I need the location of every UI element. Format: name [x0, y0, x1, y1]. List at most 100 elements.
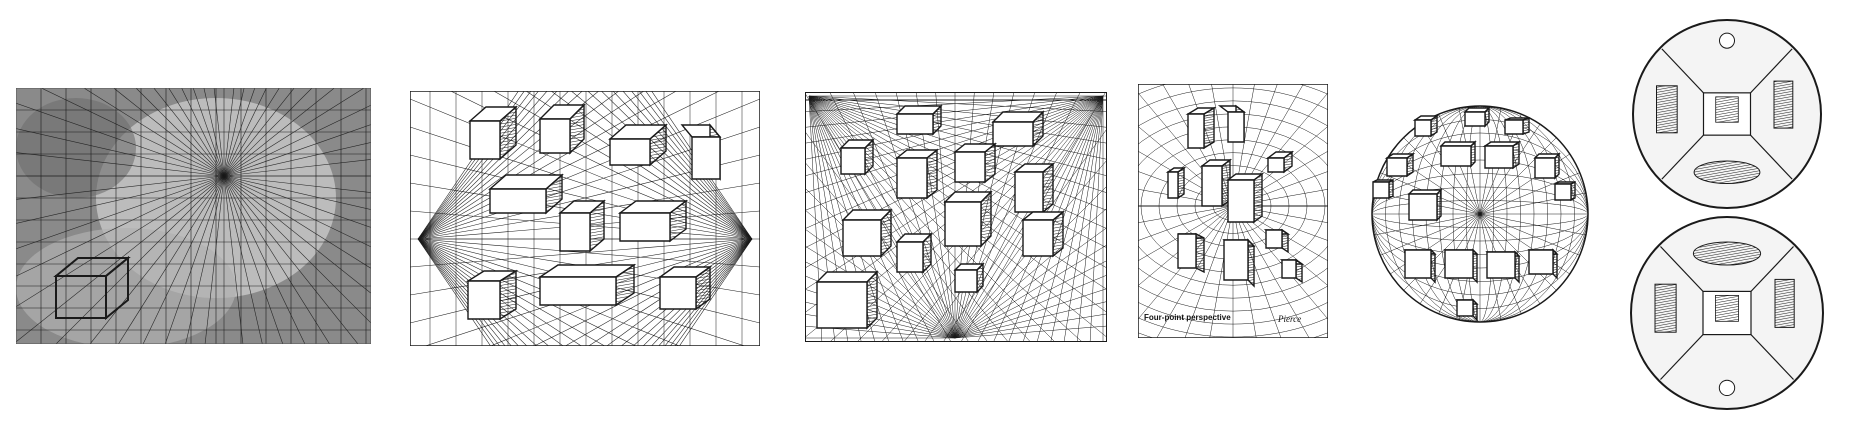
perspective-ray [954, 244, 1107, 339]
perspective-ray [808, 95, 904, 342]
perspective-ray [1232, 171, 1328, 207]
sphere-box-3-side [1522, 117, 1530, 135]
fisheye-room-top-corner-edge [1661, 48, 1704, 94]
panel-four-point-boxes: Four-point perspective Pierce [1138, 84, 1328, 338]
perspective-ray [1209, 205, 1234, 338]
radial-line [1479, 137, 1557, 215]
perspective-ray [881, 95, 1104, 342]
four-point-box-7-side [1195, 232, 1205, 274]
vp-left-ray [417, 91, 532, 240]
sphere-grid [1372, 106, 1588, 322]
sphere-box-3-front [1504, 119, 1524, 135]
perspective-ray [223, 175, 359, 344]
perspective-ray [223, 88, 245, 177]
perspective-ray [1184, 205, 1234, 338]
perspective-ray [805, 245, 956, 339]
sphere-box-13-front [1486, 251, 1516, 279]
three-point-box-8-side [980, 190, 992, 248]
perspective-ray [135, 88, 225, 177]
vp-right-ray [669, 238, 753, 346]
perspective-ray [164, 175, 225, 344]
perspective-ray [16, 175, 225, 343]
four-point-box-8-front [1223, 239, 1249, 281]
perspective-ray [954, 313, 1107, 339]
perspective-ray [16, 175, 225, 250]
perspective-ray [223, 175, 371, 228]
four-point-box-7-front [1177, 233, 1197, 269]
sphere-box-4-side [1406, 152, 1414, 178]
sphere-box-12-front [1444, 249, 1474, 279]
vp-left-ray [417, 238, 606, 346]
perspective-ray [1232, 205, 1282, 338]
fisheye-room-bottom-corner-edge [1750, 334, 1794, 380]
perspective-ray [954, 325, 1107, 339]
perspective-ray [805, 209, 956, 339]
floating-box-6-front [559, 212, 591, 252]
radial-line [1403, 137, 1481, 215]
radial-line [1479, 172, 1580, 215]
perspective-ray [954, 274, 1107, 339]
perspective-ray [1138, 205, 1234, 241]
four-point-box-2-front [1227, 111, 1245, 143]
perspective-ray [852, 92, 956, 339]
perspective-ray [808, 95, 1107, 229]
perspective-ray [805, 95, 1104, 144]
radial-line [1479, 213, 1580, 256]
perspective-ray [960, 95, 1104, 342]
perspective-ray [1232, 205, 1328, 320]
vp-right-ray [410, 238, 753, 268]
perspective-ray [805, 313, 956, 339]
sphere-box-6-front [1484, 145, 1514, 169]
perspective-ray [16, 175, 225, 224]
perspective-ray [954, 288, 1107, 339]
perspective-ray [223, 175, 371, 248]
vp-left-ray [417, 91, 600, 240]
three-point-grid [805, 92, 1107, 342]
perspective-ray [805, 187, 956, 339]
sphere-box-10-front [1554, 183, 1572, 201]
sphere-box-9-front [1408, 193, 1438, 221]
perspective-ray [1076, 95, 1104, 342]
radial-line [1419, 124, 1481, 215]
four-point-box-10-front [1281, 259, 1297, 279]
sphere-box-1-side [1430, 114, 1438, 138]
floating-box-4-front [691, 136, 721, 180]
vp-left-ray [417, 91, 677, 240]
sphere-box-1-front [1414, 119, 1432, 137]
perspective-ray [223, 175, 284, 344]
perspective-ray [16, 175, 225, 200]
floating-box-9-front [539, 276, 617, 306]
fisheye-room-top-corner-edge [1750, 48, 1793, 94]
perspective-ray [805, 95, 1104, 160]
vp-right-ray [679, 238, 753, 346]
sphere-box-6-side [1512, 140, 1520, 170]
perspective-ray [808, 95, 919, 342]
fisheye-room-bottom-sofa [1692, 241, 1762, 266]
fisheye-room-top-doorway [1715, 96, 1739, 123]
vp-right-ray [410, 126, 753, 240]
floating-box-3-front [609, 138, 651, 166]
three-point-box-6-side [1042, 162, 1054, 214]
perspective-ray [1156, 205, 1234, 338]
sphere-box-11-front [1404, 249, 1432, 279]
four-point-box-6-front [1267, 157, 1285, 173]
perspective-ray [935, 92, 956, 339]
fisheye-rooms [1630, 19, 1824, 410]
vp-right-ray [674, 238, 753, 346]
four-point-box-5-side [1253, 172, 1263, 224]
perspective-ray [977, 95, 1104, 342]
perspective-ray [805, 95, 1104, 128]
perspective-ray [213, 88, 225, 177]
perspective-ray [1232, 205, 1257, 338]
radial-line [1374, 213, 1481, 236]
panel-spherical-boxes [1365, 100, 1595, 328]
fisheye-room-top-corner-edge [1750, 134, 1793, 180]
perspective-ray [223, 175, 371, 210]
vp-left-ray [417, 91, 583, 240]
floating-box-8-front [467, 280, 501, 320]
three-point-box-1-front [896, 113, 934, 135]
four-point-box-9-side [1281, 228, 1289, 254]
radial-line [1479, 213, 1557, 291]
vp-right-ray [410, 154, 753, 240]
perspective-ray [1232, 188, 1328, 207]
